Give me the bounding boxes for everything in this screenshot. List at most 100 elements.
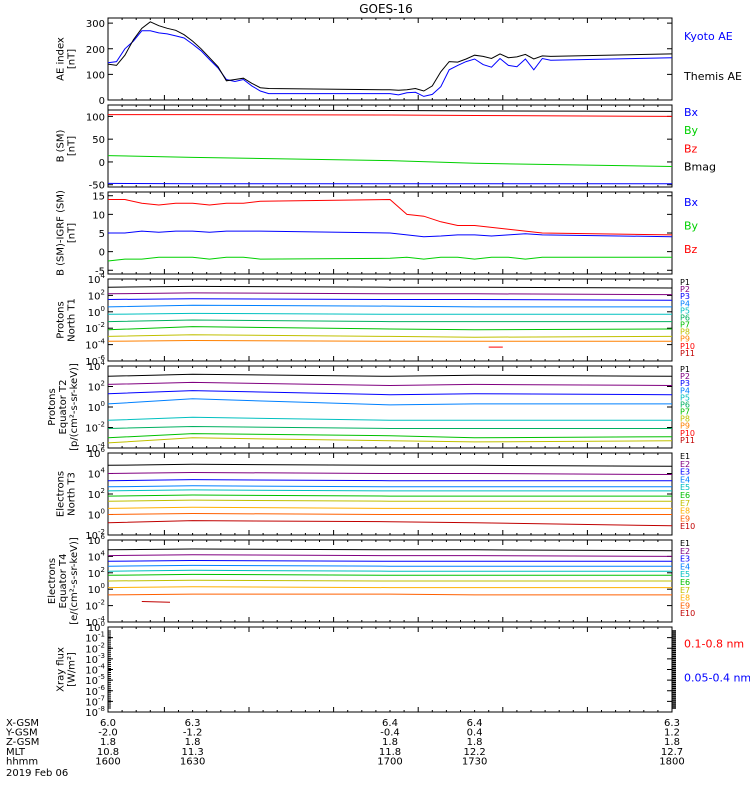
date-label: 2019 Feb 06 bbox=[6, 768, 68, 779]
panel-frame bbox=[107, 17, 673, 101]
y-tick-label: 300 bbox=[86, 19, 105, 30]
y-axis-label-line: Xray flux bbox=[56, 647, 67, 692]
series-line-e5 bbox=[107, 569, 672, 572]
time-axis-row-label: MLT bbox=[6, 747, 26, 758]
y-tick-label: -5 bbox=[95, 266, 105, 277]
time-axis-value: 1630 bbox=[180, 756, 205, 767]
series-line-p6 bbox=[107, 319, 672, 323]
panel-1: 0 100 200 300 AE index [nT] Kyoto AE Themis AE bbox=[56, 17, 742, 107]
time-axis-value: -0.4 bbox=[380, 728, 400, 739]
legend-entry-p9: P9 bbox=[680, 335, 690, 344]
time-axis-value: 6.3 bbox=[664, 718, 680, 729]
legend-entry-e1: E1 bbox=[680, 539, 690, 548]
legend-entry-p4: P4 bbox=[680, 299, 690, 308]
legend-entry-e6: E6 bbox=[680, 491, 690, 500]
y-tick-label: 10 bbox=[92, 210, 105, 221]
y-axis-label: Protons Equator T2 [p/(cm²-s-sr-keV)] bbox=[47, 363, 80, 451]
y-tick-label: 106 bbox=[88, 446, 106, 460]
legend-entry-p10: P10 bbox=[680, 342, 695, 351]
legend-entry-p6: P6 bbox=[680, 313, 690, 322]
y-tick-label: 104 bbox=[88, 272, 106, 286]
y-tick-label: 100 bbox=[88, 582, 105, 596]
time-axis-value: 1800 bbox=[659, 756, 684, 767]
y-tick-label: 104 bbox=[88, 549, 106, 563]
legend-entry-p10: P10 bbox=[680, 429, 695, 438]
y-axis-label: AE index [nT] bbox=[56, 37, 78, 81]
legend-entry-p2: P2 bbox=[680, 285, 690, 294]
legend-entry-p11: P11 bbox=[680, 349, 695, 358]
y-axis-label: Electrons North T3 bbox=[56, 471, 78, 517]
series-line-e6 bbox=[107, 494, 672, 497]
legend-entry-e8: E8 bbox=[680, 594, 690, 603]
series-line-p7 bbox=[107, 326, 673, 331]
legend-entry-p5: P5 bbox=[680, 306, 690, 315]
series-line-p5 bbox=[107, 312, 672, 315]
y-axis-label-line: [nT] bbox=[67, 136, 78, 156]
legend-entry-e10: E10 bbox=[680, 609, 695, 618]
series-line-bx bbox=[108, 230, 673, 238]
legend-entry-p5: P5 bbox=[680, 393, 690, 402]
series-line-e1 bbox=[107, 548, 673, 552]
legend-entry-p2: P2 bbox=[680, 372, 690, 381]
y-tick-label: 100 bbox=[86, 70, 105, 81]
series-line-e4 bbox=[107, 564, 672, 567]
y-tick-label: 100 bbox=[86, 112, 105, 123]
time-axis-value: 6.4 bbox=[382, 718, 398, 729]
y-axis-label-line: B (SM)-IGRF (SM) bbox=[56, 190, 67, 276]
panel-8: 10010-110-210-310-410-510-610-710-8Xray … bbox=[56, 620, 750, 719]
time-axis-value: 1.8 bbox=[185, 737, 201, 748]
legend-entry-kyoto-ae: Kyoto AE bbox=[684, 30, 733, 43]
legend-entry-e2: E2 bbox=[680, 460, 690, 469]
y-tick-label: 50 bbox=[92, 135, 105, 146]
series-line-bz bbox=[108, 114, 673, 117]
panel-frame bbox=[107, 104, 673, 188]
series-line-e8 bbox=[107, 506, 672, 509]
legend-entry-e1: E1 bbox=[680, 452, 690, 461]
legend-entry-e4: E4 bbox=[680, 562, 690, 571]
y-axis-label-line: Equator T2 bbox=[58, 380, 69, 435]
series-line-p7 bbox=[107, 433, 673, 439]
series-line-e9 bbox=[107, 593, 672, 596]
series-line-kyoto-ae bbox=[107, 30, 673, 97]
y-tick-label: 10-2 bbox=[85, 321, 105, 335]
y-axis-label-line: Electrons bbox=[56, 471, 67, 517]
legend-entry-by: By bbox=[684, 124, 699, 137]
legend-entry-e10: E10 bbox=[680, 522, 695, 531]
series-line-e10 bbox=[141, 601, 171, 603]
legend-entry-e5: E5 bbox=[680, 483, 690, 492]
series-line-e9 bbox=[107, 512, 672, 515]
y-axis-label: Electrons Equator T4 [e/(cm²-s-sr-keV)] bbox=[47, 537, 80, 625]
time-axis-value: 12.7 bbox=[661, 747, 683, 758]
time-axis-value: 1730 bbox=[462, 756, 487, 767]
time-axis-value: 1.8 bbox=[100, 737, 116, 748]
panel-3: -5 0 5 10 15 B (SM)-IGRF (SM) [nT] Bx By Bz bbox=[56, 190, 699, 277]
y-axis-label-line: AE index bbox=[56, 37, 67, 81]
series-line-p2 bbox=[107, 381, 673, 387]
series-line-bmag bbox=[108, 109, 673, 112]
legend-entry-p3: P3 bbox=[680, 292, 690, 301]
series-line-p8 bbox=[107, 334, 673, 338]
time-axis-value: 10.8 bbox=[97, 747, 119, 758]
y-axis-label: Protons North T1 bbox=[56, 298, 78, 342]
y-tick-label: 5 bbox=[99, 229, 105, 240]
y-tick-label: 104 bbox=[88, 359, 106, 373]
series-line-e1 bbox=[107, 463, 673, 467]
series-line-p8 bbox=[107, 437, 673, 444]
series-line-bz bbox=[108, 198, 673, 236]
legend-entry-p1: P1 bbox=[680, 278, 690, 287]
legend-entry-e2: E2 bbox=[680, 547, 690, 556]
time-axis-value: 1.8 bbox=[382, 737, 398, 748]
legend-entry-bz: Bz bbox=[684, 142, 698, 155]
legend-entry-e7: E7 bbox=[680, 499, 690, 508]
y-tick-label: 15 bbox=[92, 192, 105, 203]
series-line-p1 bbox=[107, 373, 673, 377]
series-line-e10 bbox=[107, 520, 673, 527]
time-axis-value: 0.4 bbox=[467, 728, 483, 739]
legend-entry-bmag: Bmag bbox=[684, 161, 716, 174]
legend-entry-p6: P6 bbox=[680, 400, 690, 409]
y-axis-label-line: Electrons bbox=[47, 558, 58, 604]
series-line-p4 bbox=[107, 398, 672, 406]
legend-entry-e3: E3 bbox=[680, 468, 690, 477]
time-axis-value: 1600 bbox=[95, 756, 120, 767]
